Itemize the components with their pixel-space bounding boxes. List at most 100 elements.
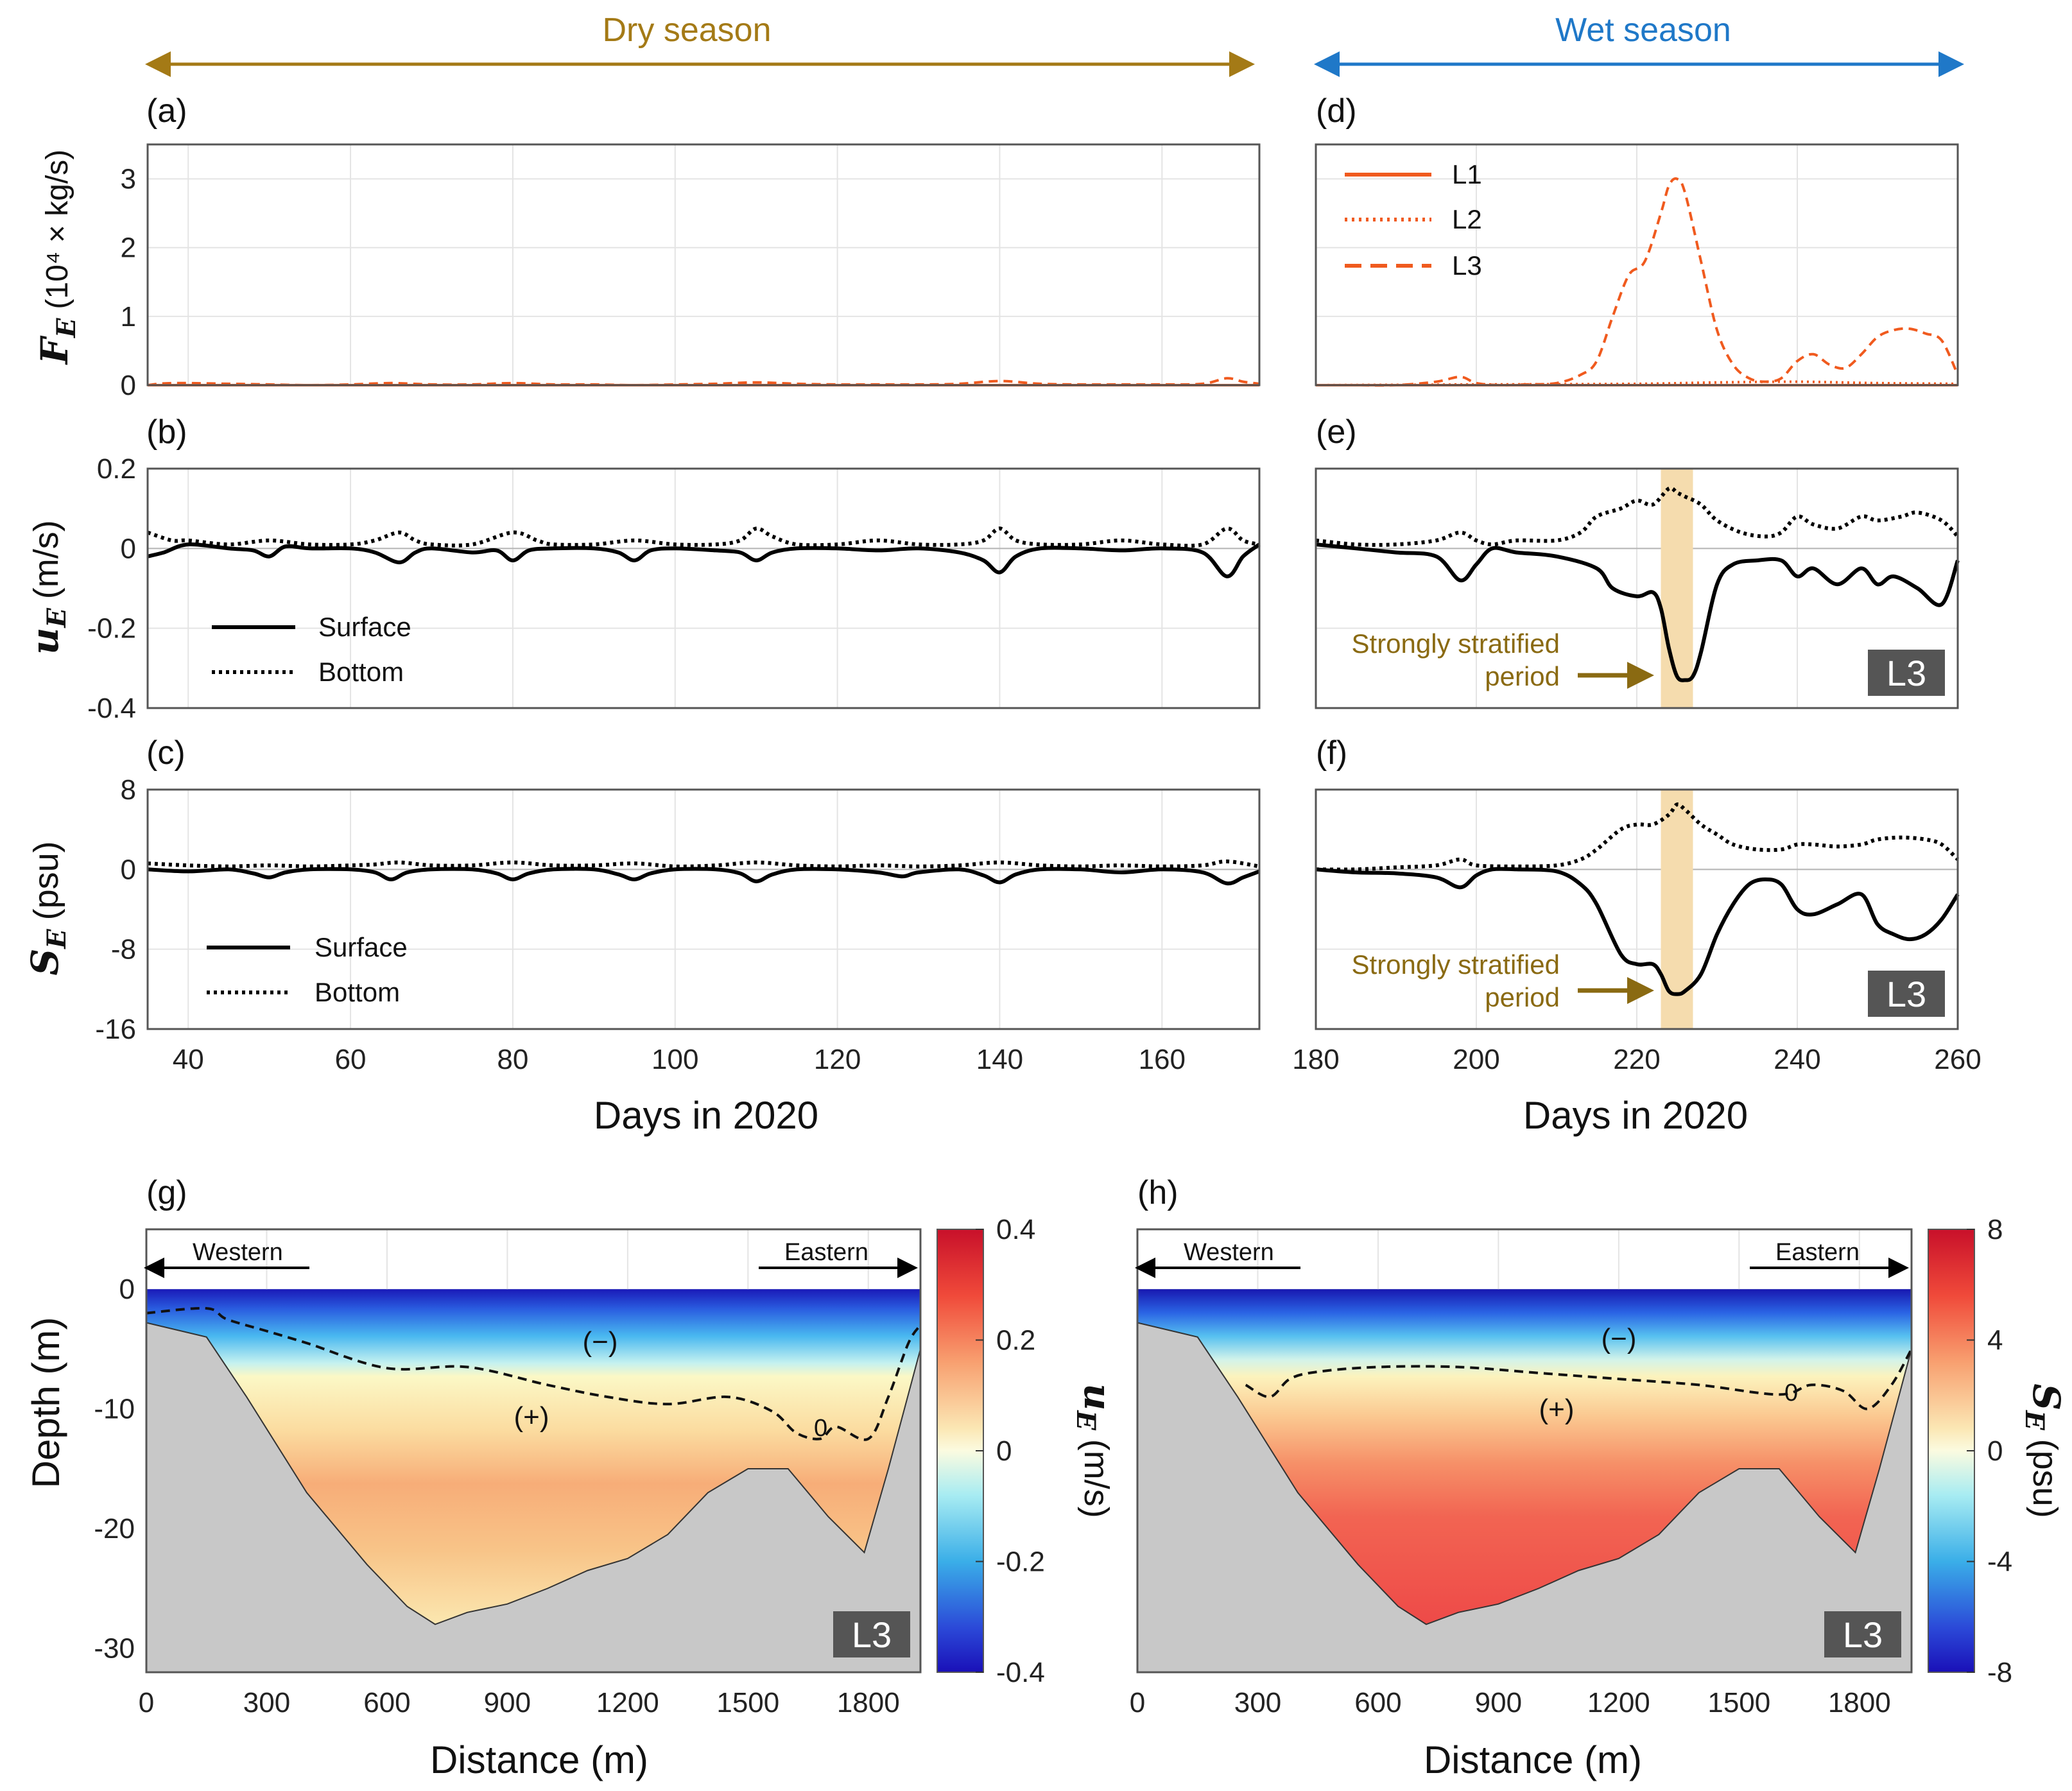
panel-label-g: (g) (146, 1174, 187, 1211)
badge-e-text: L3 (1886, 653, 1926, 693)
panel-b-ue-dry: -0.4 -0.2 0 0.2 (87, 453, 1261, 724)
x-tick-label: 600 (1354, 1687, 1401, 1718)
annotation-e-line2: period (1485, 661, 1560, 691)
x-tick-label: 160 (1139, 1044, 1186, 1075)
badge-g-box (833, 1611, 910, 1657)
x-tick-label: 600 (363, 1687, 410, 1718)
stratified-period-band (1661, 469, 1693, 708)
badge-f: L3 (1868, 971, 1945, 1017)
panel-e-ue-wet (1315, 467, 1960, 709)
panel-label-f: (f) (1316, 734, 1347, 772)
panel-label-b: (b) (146, 413, 187, 451)
legend-d: L1 L2 L3 (1345, 159, 1482, 281)
colorbar-tick-label: 0 (996, 1435, 1012, 1467)
y-tick-label: -0.4 (87, 693, 136, 724)
ylabel-fe: FE (10⁴ × kg/s) (33, 150, 82, 365)
x-tick-label: 900 (484, 1687, 531, 1718)
series-line-surface (147, 867, 1261, 886)
x-tick-label: 220 (1613, 1044, 1660, 1075)
y-tick-label: -0.2 (87, 613, 136, 645)
ylabel-se: SE (psu) (23, 841, 72, 975)
series-line-bottom (147, 526, 1260, 548)
x-tick-label: 0 (1130, 1687, 1145, 1718)
legend-b-bottom-label: Bottom (318, 657, 404, 687)
legend-d-l3-label: L3 (1452, 250, 1482, 281)
ylabel-depth: Depth (m) (24, 1317, 67, 1489)
y-tick-label: 1 (121, 301, 136, 333)
y-tick-label: 0 (121, 854, 136, 885)
western-label-h: Western (1184, 1239, 1274, 1266)
bathymetry-outline (1137, 1322, 1912, 1625)
panel-h-se-section: 0 300 600 900 1200 1500 1800 (1130, 1228, 1913, 1718)
x-tick-label: 300 (243, 1687, 290, 1718)
panel-f-se-wet: 180 200 220 240 260 (1292, 788, 1981, 1075)
x-tick-label: 240 (1774, 1044, 1820, 1075)
x-tick-label: 1800 (1828, 1687, 1891, 1718)
colorbar-g-label: uE (m/s) (1071, 1383, 1119, 1518)
x-tick-label: 100 (652, 1044, 698, 1075)
svg-text:SE (psu): SE (psu) (2019, 1383, 2068, 1518)
panel-label-e: (e) (1316, 413, 1357, 451)
legend-b: Surface Bottom (212, 612, 411, 687)
svg-text:FE (10⁴ × kg/s): FE (10⁴ × kg/s) (33, 150, 82, 365)
y-tick-label: 8 (121, 774, 136, 806)
badge-g-text: L3 (852, 1614, 892, 1655)
x-tick-label: 1500 (1707, 1687, 1770, 1718)
axes-frame (1315, 788, 1959, 1030)
colorbar-tick-label: 0.2 (996, 1325, 1035, 1356)
contour-label-g: 0 (814, 1415, 827, 1442)
eastern-label-h: Eastern (1775, 1239, 1860, 1266)
panel-label-d: (d) (1316, 92, 1357, 130)
svg-text:uE (m/s): uE (m/s) (1071, 1383, 1119, 1518)
eastern-label-g: Eastern (784, 1239, 868, 1266)
annotation-f-line2: period (1485, 982, 1560, 1012)
panel-d-fe-wet (1315, 143, 1959, 387)
y-tick-label: -10 (94, 1394, 135, 1425)
y-tick-label: -8 (111, 934, 136, 965)
badge-e: L3 (1868, 650, 1945, 696)
axes-frame (146, 143, 1261, 386)
colorbar-tick-label: -0.2 (996, 1546, 1045, 1578)
section-h-overlay: Western Eastern (−) (+) 0 L3 (1135, 1239, 1909, 1657)
wet-season-label: Wet season (1555, 12, 1731, 49)
western-label-g: Western (193, 1239, 283, 1266)
legend-c-surface-label: Surface (315, 932, 408, 962)
contour-label-h: 0 (1784, 1380, 1798, 1406)
dry-season-header: Dry season (145, 12, 1255, 77)
section-g-overlay: Western Eastern (−) (+) 0 L3 (144, 1239, 918, 1657)
legend-d-l1-label: L1 (1452, 159, 1482, 189)
neg-sign-h: (−) (1601, 1323, 1637, 1354)
axes-frame (1136, 1228, 1913, 1674)
y-tick-label: 0 (121, 533, 136, 564)
colorbar-tick-label: 8 (1987, 1214, 2003, 1245)
pos-sign-h: (+) (1539, 1394, 1575, 1425)
zero-contour-line (146, 1306, 922, 1441)
legend-c: Surface Bottom (207, 932, 408, 1007)
axes-frame (1315, 467, 1959, 709)
annotation-e-line1: Strongly stratified (1352, 628, 1560, 659)
y-tick-label: 2 (121, 232, 136, 264)
xlabel-days-right: Days in 2020 (1523, 1094, 1748, 1137)
x-tick-label: 0 (139, 1687, 154, 1718)
xlabel-days-left: Days in 2020 (594, 1094, 818, 1137)
panel-label-h: (h) (1137, 1174, 1178, 1211)
panel-label-a: (a) (146, 92, 187, 130)
x-tick-label: 1200 (596, 1687, 659, 1718)
x-tick-label: 900 (1475, 1687, 1522, 1718)
axes-frame (146, 467, 1261, 709)
colorbar-g: 0.4 0.2 0 -0.2 -0.4 (937, 1214, 1045, 1688)
dry-season-label: Dry season (603, 12, 772, 49)
zero-contour-line (1245, 1348, 1913, 1410)
colorbar-tick-label: 4 (1987, 1325, 2003, 1356)
badge-e-box (1868, 650, 1945, 696)
svg-text:SE (psu): SE (psu) (23, 841, 72, 975)
legend-c-bottom-label: Bottom (315, 977, 400, 1007)
wet-season-header: Wet season (1314, 12, 1964, 77)
legend-b-surface-label: Surface (318, 612, 411, 642)
axes-frame (1315, 143, 1959, 386)
annotation-e: Strongly stratified period (1352, 628, 1654, 691)
pos-sign-g: (+) (514, 1401, 549, 1433)
x-tick-label: 1800 (837, 1687, 900, 1718)
x-tick-label: 40 (173, 1044, 204, 1075)
series-line-surface (147, 542, 1261, 578)
